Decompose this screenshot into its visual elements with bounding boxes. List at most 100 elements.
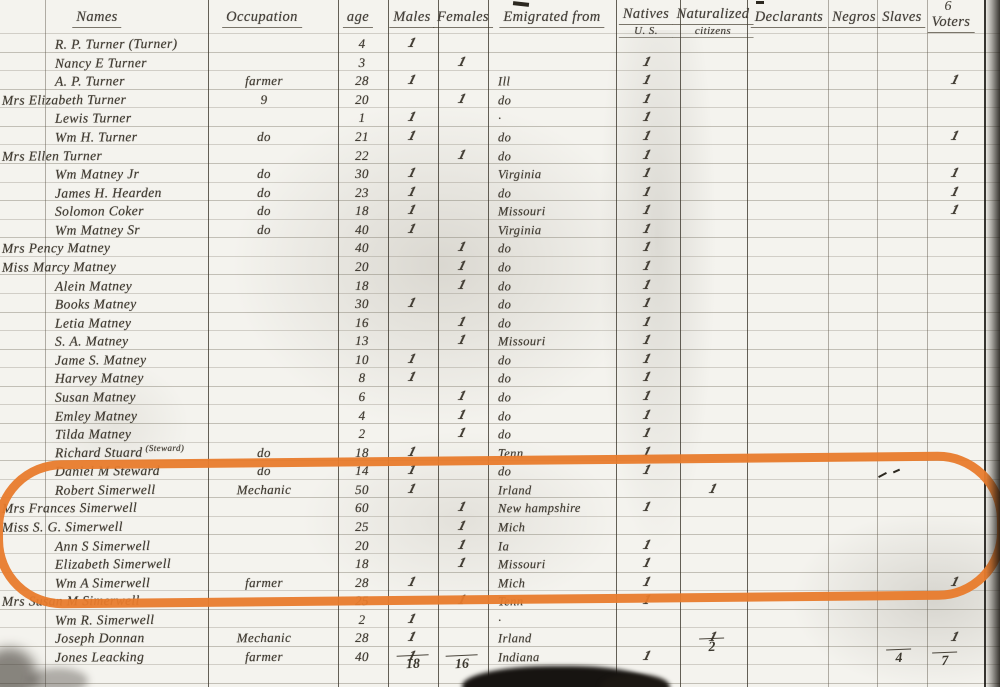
cell-from: do bbox=[497, 390, 512, 405]
cell-age: 20 bbox=[355, 91, 369, 107]
ruled-line bbox=[0, 274, 1000, 276]
cell-name: Nancy E Turner bbox=[54, 54, 147, 71]
cell-name: Lewis Turner bbox=[54, 110, 132, 127]
ruled-line bbox=[0, 608, 1000, 610]
table-row: Books Matney 30 1 do 1 bbox=[0, 293, 1000, 312]
cell-age: 6 bbox=[358, 388, 366, 405]
cell-female: 1 bbox=[456, 91, 468, 107]
cell-from: do bbox=[497, 371, 512, 386]
column-divider bbox=[208, 0, 209, 687]
page-edge-shadow bbox=[986, 0, 1000, 687]
cell-occupation: do bbox=[257, 203, 271, 219]
ink-blot bbox=[28, 668, 88, 687]
cell-voter: 1 bbox=[949, 203, 961, 219]
column-header-age: age bbox=[342, 9, 374, 28]
table-row: Mrs Ellen Turner 22 1 do 1 bbox=[0, 145, 1000, 164]
column-header-label: Slaves bbox=[878, 9, 926, 28]
cell-from: do bbox=[497, 278, 512, 294]
column-header-label-2: citizens bbox=[672, 25, 754, 38]
ruled-line bbox=[0, 441, 1000, 443]
ink-blot bbox=[600, 674, 670, 687]
cell-male: 1 bbox=[406, 296, 418, 312]
total-voter: 7 bbox=[932, 651, 958, 671]
cell-from: Virginia bbox=[497, 222, 542, 238]
cell-from: Missouri bbox=[497, 204, 546, 219]
cell-male: 1 bbox=[406, 611, 418, 627]
cell-from: Virginia bbox=[497, 167, 542, 182]
ruled-line bbox=[0, 162, 1000, 164]
cell-native: 1 bbox=[641, 277, 653, 293]
ruled-line bbox=[0, 51, 1000, 53]
table-row: Tilda Matney 2 1 do 1 bbox=[0, 423, 1000, 442]
cell-age: 2 bbox=[358, 611, 366, 627]
table-row: Wm H. Turner do 21 1 do 1 1 bbox=[0, 126, 1000, 145]
column-header-occupation: Occupation bbox=[222, 9, 302, 28]
cell-male: 1 bbox=[406, 36, 418, 52]
column-divider bbox=[927, 0, 928, 687]
ruled-line bbox=[0, 404, 1000, 406]
ruled-line bbox=[0, 200, 1000, 202]
table-row: Solomon Coker do 18 1 Missouri 1 1 bbox=[0, 200, 1000, 219]
cell-age: 1 bbox=[358, 110, 366, 126]
cell-name: Mrs Pency Matney bbox=[1, 240, 111, 257]
cell-age: 23 bbox=[355, 184, 369, 200]
cell-male: 1 bbox=[406, 73, 418, 89]
ruled-line bbox=[0, 422, 1000, 424]
table-row: Letia Matney 16 1 do 1 bbox=[0, 312, 1000, 331]
column-divider bbox=[438, 0, 439, 687]
table-row: Nancy E Turner 3 1 1 bbox=[0, 52, 1000, 71]
ruled-line bbox=[0, 311, 1000, 313]
cell-female: 1 bbox=[456, 259, 468, 275]
table-row: R. P. Turner (Turner) 4 1 bbox=[0, 33, 1000, 52]
cell-native: 1 bbox=[641, 73, 653, 89]
table-row: Mrs Elizabeth Turner 9 20 1 do 1 bbox=[0, 89, 1000, 108]
cell-age: 40 bbox=[355, 648, 369, 665]
table-row: James H. Hearden do 23 1 do 1 1 bbox=[0, 182, 1000, 201]
cell-native: 1 bbox=[641, 259, 653, 275]
cell-occupation: 9 bbox=[260, 91, 268, 107]
cell-occupation: do bbox=[257, 221, 271, 237]
column-header-label: Emigrated from bbox=[499, 9, 605, 28]
cell-female: 1 bbox=[456, 277, 468, 293]
table-row: Wm Matney Sr do 40 1 Virginia 1 bbox=[0, 219, 1000, 238]
cell-age: 28 bbox=[355, 73, 369, 89]
column-divider bbox=[616, 0, 617, 687]
cell-from: do bbox=[497, 353, 512, 368]
cell-name: Susan Matney bbox=[54, 389, 136, 405]
column-header-slaves: Slaves bbox=[878, 9, 926, 28]
cell-native: 1 bbox=[641, 426, 653, 442]
cell-voter: 1 bbox=[949, 184, 961, 200]
cell-age: 4 bbox=[358, 407, 366, 423]
table-row: Jones Leacking farmer 40 1 Indiana 1 bbox=[0, 646, 1000, 665]
cell-from: do bbox=[497, 316, 512, 331]
cell-name: Harvey Matney bbox=[54, 370, 144, 387]
cell-male: 1 bbox=[406, 351, 418, 367]
cell-native: 1 bbox=[641, 333, 653, 349]
cell-native: 1 bbox=[641, 129, 653, 145]
column-header-native: Natives U. S. bbox=[618, 6, 674, 38]
cell-native: 1 bbox=[641, 240, 653, 256]
ruled-line bbox=[0, 33, 1000, 34]
column-divider bbox=[747, 0, 748, 687]
cell-native: 1 bbox=[641, 91, 653, 107]
cell-female: 1 bbox=[456, 54, 468, 70]
cell-female: 1 bbox=[456, 389, 468, 405]
cell-from: Irland bbox=[497, 631, 532, 646]
column-header-female: Females bbox=[433, 9, 493, 28]
cell-native: 1 bbox=[641, 389, 653, 405]
column-divider bbox=[338, 0, 339, 687]
column-divider bbox=[680, 0, 681, 687]
table-row: Susan Matney 6 1 do 1 bbox=[0, 386, 1000, 405]
ruled-line bbox=[0, 682, 1000, 684]
page-number: 6 bbox=[944, 0, 952, 14]
column-header-naturalized: Naturalized citizens bbox=[672, 6, 754, 38]
cell-occupation: farmer bbox=[245, 648, 283, 665]
cell-occupation: do bbox=[257, 166, 271, 182]
cell-age: 16 bbox=[355, 314, 369, 330]
cell-voter: 1 bbox=[949, 73, 961, 89]
cell-age: 22 bbox=[355, 147, 369, 163]
column-divider bbox=[877, 0, 878, 687]
ink-speck bbox=[756, 1, 764, 4]
cell-occupation: do bbox=[257, 184, 271, 200]
column-header-label: Females bbox=[433, 9, 493, 28]
